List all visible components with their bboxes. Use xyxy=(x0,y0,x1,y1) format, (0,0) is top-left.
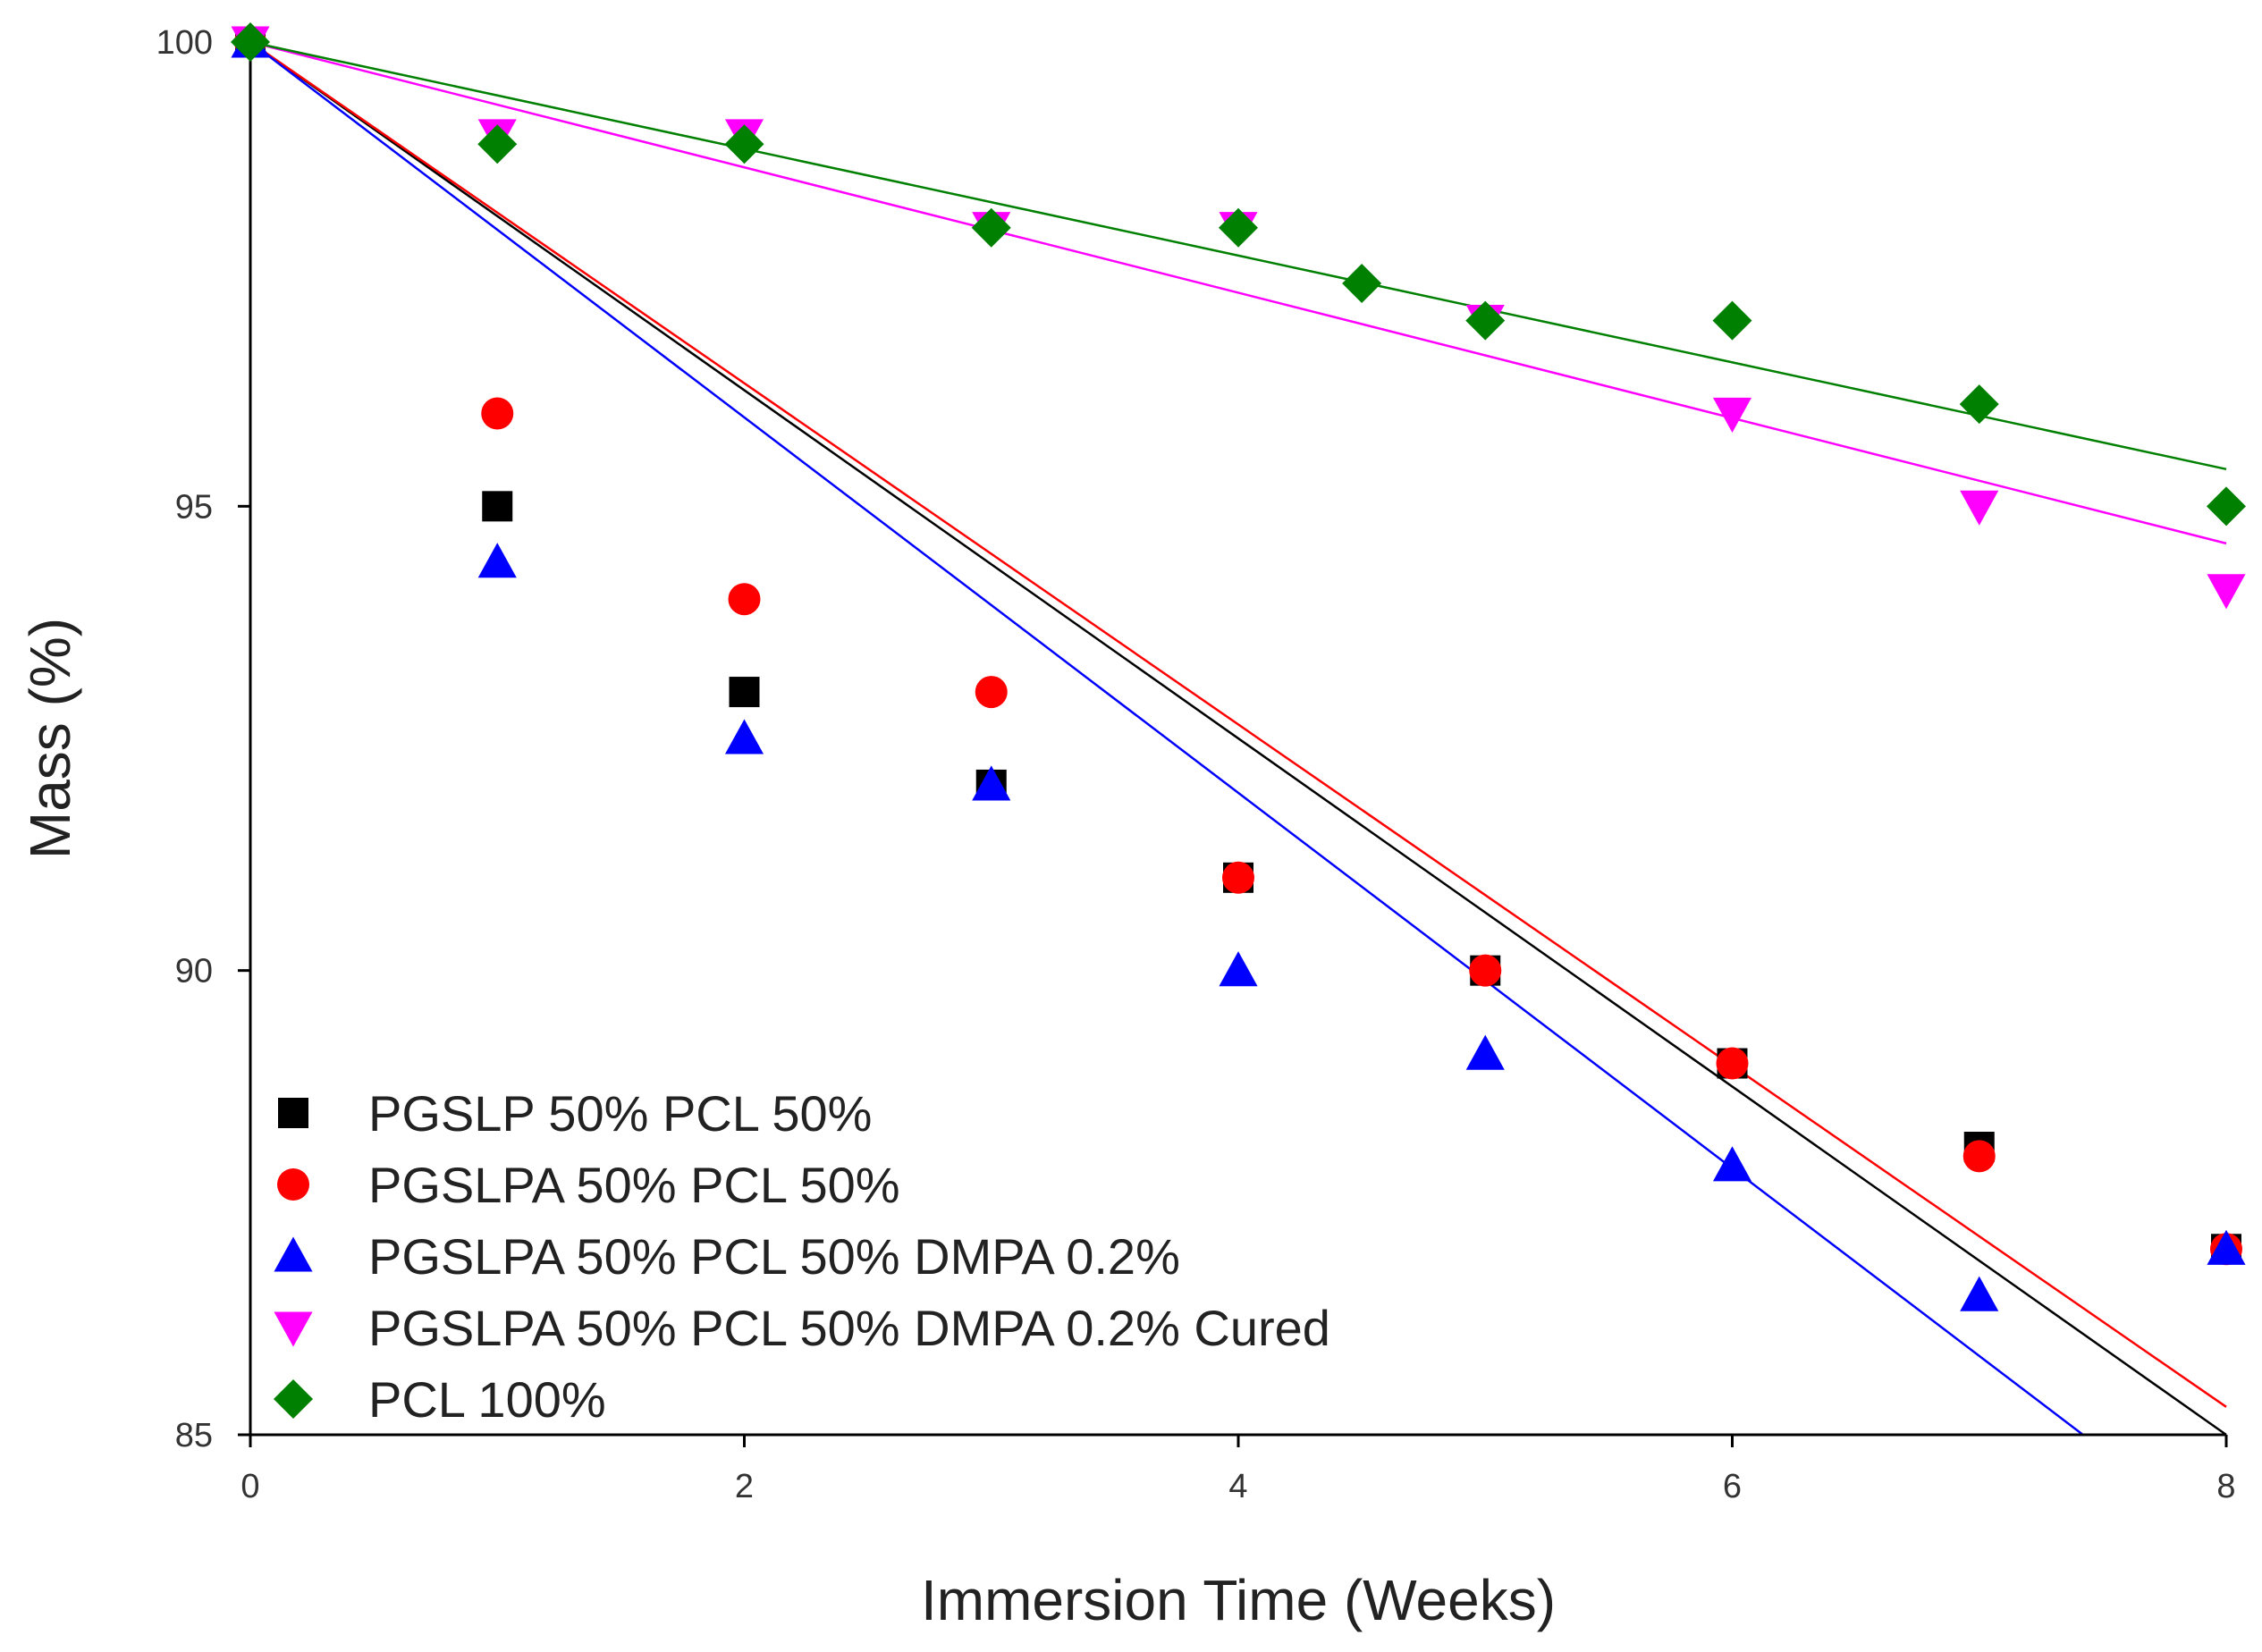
legend-marker-series-2 xyxy=(277,1168,309,1201)
y-axis-title: Mass (%) xyxy=(18,618,82,859)
legend-marker-series-1 xyxy=(278,1098,308,1128)
x-tick-label: 4 xyxy=(1228,1468,1247,1505)
legend-marker-series-4 xyxy=(274,1311,313,1347)
data-point-series-5 xyxy=(1959,384,1999,425)
data-point-series-5 xyxy=(2207,486,2246,527)
data-point-series-3 xyxy=(2207,1229,2246,1265)
data-point-series-1 xyxy=(729,677,760,708)
y-tick-label: 90 xyxy=(175,953,213,990)
data-point-series-3 xyxy=(477,543,517,578)
data-point-series-2 xyxy=(481,397,514,430)
data-point-series-4 xyxy=(1960,490,1999,526)
data-point-series-3 xyxy=(1465,1034,1505,1070)
fit-line-series-3 xyxy=(249,41,2084,1436)
data-point-series-5 xyxy=(1465,300,1506,341)
data-point-series-4 xyxy=(1712,397,1752,434)
data-point-series-5 xyxy=(231,22,270,62)
legend: PGSLP 50% PCL 50% PGSLPA 50% PCL 50% PGSLP… xyxy=(274,1085,1330,1428)
x-tick-label: 6 xyxy=(1723,1468,1742,1505)
y-tick-label: 100 xyxy=(156,24,213,62)
fit-line-series-5 xyxy=(249,40,2227,471)
data-point-series-5 xyxy=(1342,264,1382,304)
data-point-series-5 xyxy=(1219,207,1258,248)
data-point-series-5 xyxy=(477,124,518,164)
data-point-series-2 xyxy=(1716,1047,1749,1080)
y-tick-label: 85 xyxy=(175,1417,213,1454)
x-axis-title: Immersion Time (Weeks) xyxy=(921,1568,1556,1632)
x-tick-label: 8 xyxy=(2216,1468,2235,1505)
legend-label-series-2: PGSLPA 50% PCL 50% xyxy=(368,1157,900,1213)
data-point-series-2 xyxy=(728,583,761,616)
y-tick-label: 95 xyxy=(175,488,213,526)
data-point-series-3 xyxy=(1960,1276,1999,1311)
data-point-series-3 xyxy=(1712,1146,1752,1182)
data-point-series-5 xyxy=(724,124,764,164)
fit-line-series-1 xyxy=(249,40,2227,1437)
axes: 0 2 4 6 8 85 90 95 100 xyxy=(156,24,2236,1505)
data-point-series-3 xyxy=(972,765,1011,801)
fit-line-series-4 xyxy=(249,40,2227,545)
legend-marker-series-3 xyxy=(274,1236,313,1272)
data-markers xyxy=(231,22,2246,1311)
data-point-series-1 xyxy=(482,491,513,522)
legend-label-series-5: PCL 100% xyxy=(368,1371,606,1428)
data-point-series-5 xyxy=(1712,300,1752,341)
data-point-series-2 xyxy=(1222,861,1254,894)
legend-label-series-4: PGSLPA 50% PCL 50% DMPA 0.2% Cured xyxy=(368,1300,1330,1356)
x-tick-label: 2 xyxy=(735,1468,754,1505)
data-point-series-4 xyxy=(2207,574,2246,610)
fit-lines xyxy=(249,40,2227,1437)
fit-line-series-2 xyxy=(249,40,2227,1408)
data-point-series-5 xyxy=(971,207,1011,248)
data-point-series-2 xyxy=(1962,1140,1996,1173)
legend-label-series-3: PGSLPA 50% PCL 50% DMPA 0.2% xyxy=(368,1228,1180,1285)
data-point-series-2 xyxy=(975,676,1008,709)
legend-label-series-1: PGSLP 50% PCL 50% xyxy=(368,1085,872,1142)
data-point-series-3 xyxy=(1219,951,1258,987)
data-point-series-3 xyxy=(724,719,764,754)
data-point-series-2 xyxy=(1469,954,1502,987)
x-tick-label: 0 xyxy=(241,1468,259,1505)
legend-marker-series-5 xyxy=(274,1379,313,1419)
